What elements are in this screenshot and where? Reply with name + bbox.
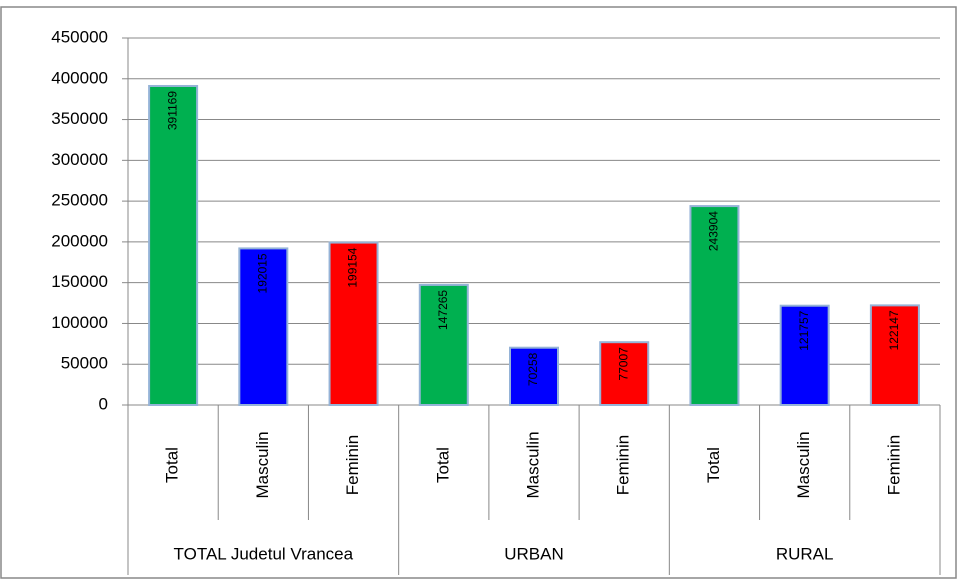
y-tick-label: 50000 — [61, 354, 108, 373]
x-tick-label: Feminin — [884, 435, 903, 495]
y-tick-label: 100000 — [51, 313, 108, 332]
y-tick-label: 350000 — [51, 109, 108, 128]
x-tick-label: Feminin — [614, 435, 633, 495]
x-tick-label: Masculin — [794, 431, 813, 498]
y-tick-label: 200000 — [51, 231, 108, 250]
y-tick-label: 0 — [99, 394, 108, 413]
bar — [869, 304, 920, 406]
x-tick-label: Masculin — [253, 431, 272, 498]
group-label: TOTAL Judetul Vrancea — [174, 544, 354, 563]
x-tick-label: Total — [163, 447, 182, 483]
value-label: 243904 — [707, 211, 721, 251]
value-label: 122147 — [887, 310, 901, 350]
value-label: 147265 — [436, 290, 450, 330]
x-tick-label: Total — [433, 447, 452, 483]
x-tick-label: Masculin — [523, 431, 542, 498]
value-label: 391169 — [165, 91, 179, 130]
y-tick-label: 300000 — [51, 150, 108, 169]
value-label: 121757 — [797, 310, 811, 350]
group-label: RURAL — [776, 544, 834, 563]
bar — [328, 241, 379, 406]
value-label: 199154 — [346, 247, 360, 287]
bar — [238, 247, 289, 406]
value-label: 70258 — [526, 352, 540, 386]
x-tick-label: Total — [704, 447, 723, 483]
group-label: URBAN — [504, 544, 564, 563]
x-tick-label: Feminin — [343, 435, 362, 495]
bar — [599, 341, 650, 406]
value-label: 192015 — [256, 253, 270, 293]
bar — [148, 84, 199, 406]
value-label: 77007 — [616, 347, 630, 381]
bar — [689, 205, 740, 406]
bar — [509, 346, 559, 406]
y-tick-label: 250000 — [51, 191, 108, 210]
bar — [779, 304, 830, 407]
y-tick-label: 400000 — [51, 68, 108, 87]
y-tick-label: 450000 — [51, 27, 108, 46]
y-tick-label: 150000 — [51, 272, 108, 291]
bar — [418, 283, 469, 407]
